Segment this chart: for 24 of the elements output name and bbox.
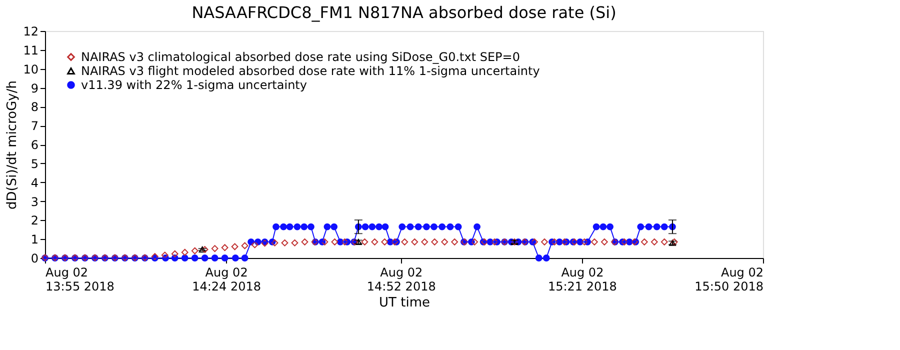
y-tick-label: 12	[23, 24, 38, 38]
x-axis-title: UT time	[379, 296, 430, 310]
legend-label: v11.39 with 22% 1-sigma uncertainty	[81, 78, 307, 92]
y-tick-label: 5	[30, 156, 38, 171]
y-tick-label: 6	[30, 138, 38, 152]
legend-label: NAIRAS v3 climatological absorbed dose rate using SiDose_G0.txt SEP=0	[81, 50, 520, 64]
y-tick-label: 1	[30, 232, 38, 247]
y-tick-label: 7	[30, 119, 38, 134]
x-tick-label: Aug 02 13:55 2018	[46, 266, 114, 294]
y-tick-label: 10	[23, 62, 38, 76]
x-tick-label: Aug 02 14:24 2018	[192, 266, 262, 294]
y-tick-label: 4	[30, 176, 38, 190]
y-tick-label: 2	[30, 214, 38, 228]
x-tick-label: Aug 02 15:21 2018	[548, 266, 617, 294]
y-tick-label: 0	[30, 252, 38, 266]
x-tick-label: Aug 02 15:50 2018	[694, 266, 764, 294]
y-axis-title: dD(Si)/dt microGy/h	[5, 80, 20, 210]
x-tick-label: Aug 02 14:52 2018	[366, 266, 436, 294]
y-tick-label: 9	[30, 81, 38, 96]
legend-label: NAIRAS v3 flight modeled absorbed dose rate with 11% 1-sigma uncertainty	[81, 64, 540, 78]
y-tick-label: 8	[30, 100, 38, 114]
chart-title: NASAAFRCDC8_FM1 N817NA absorbed dose rate (Si)	[192, 3, 616, 22]
y-tick-label: 3	[30, 194, 38, 209]
y-tick-label: 11	[23, 43, 38, 58]
